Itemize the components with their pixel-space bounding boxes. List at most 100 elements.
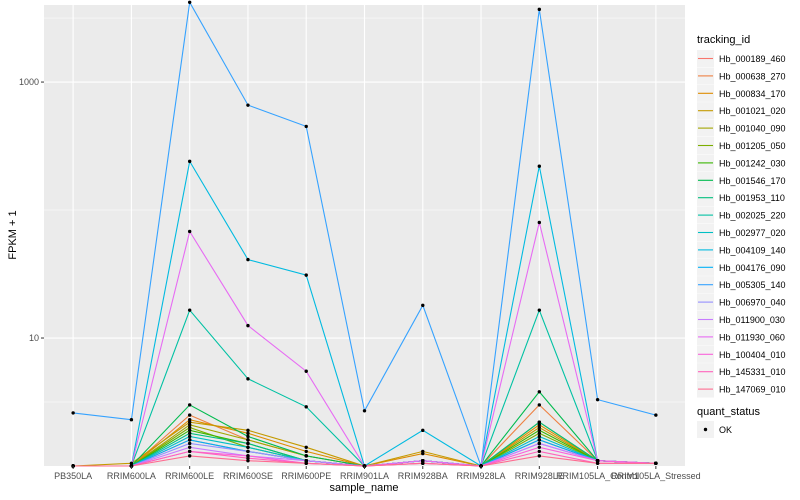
legend2-label: OK <box>719 425 732 435</box>
legend-label: Hb_001021_020 <box>719 106 786 116</box>
data-point <box>304 459 308 463</box>
data-point <box>187 454 192 458</box>
data-point <box>246 456 250 460</box>
legend-label: Hb_001242_030 <box>719 158 786 168</box>
legend-label: Hb_004176_090 <box>719 263 786 273</box>
data-point <box>537 434 542 439</box>
data-point <box>304 273 308 277</box>
data-point <box>421 303 425 308</box>
data-point <box>654 461 658 465</box>
data-point <box>595 461 600 465</box>
data-point <box>537 390 542 394</box>
data-point <box>304 369 308 373</box>
data-point <box>187 449 192 454</box>
data-point <box>537 454 542 458</box>
legend-label: Hb_001040_090 <box>719 124 786 134</box>
data-point <box>246 449 250 454</box>
data-point <box>246 103 250 107</box>
data-point <box>246 454 250 458</box>
data-point <box>537 438 542 442</box>
x-tick-label: RRIM105LA_Stressed <box>611 471 701 481</box>
data-point <box>187 441 192 446</box>
data-point <box>537 445 542 449</box>
data-point <box>71 411 75 415</box>
legend-label: Hb_011900_030 <box>719 315 785 325</box>
data-point <box>595 459 600 463</box>
data-point <box>246 438 250 442</box>
data-point <box>421 459 425 463</box>
y-tick-label: 10 <box>29 333 39 343</box>
data-point <box>304 445 308 449</box>
data-point <box>304 454 308 458</box>
grid-lines <box>44 5 685 466</box>
data-point <box>187 423 192 427</box>
y-tick-label: 1000 <box>19 77 39 87</box>
data-point <box>246 441 250 446</box>
data-point <box>537 308 542 312</box>
data-point <box>187 159 192 164</box>
legend-label: Hb_005305_140 <box>719 280 786 290</box>
y-axis-title: FPKM + 1 <box>7 210 19 259</box>
x-tick-label: RRIM928BA <box>398 471 448 481</box>
data-point <box>654 413 658 417</box>
data-point <box>187 418 192 422</box>
legend-label: Hb_002977_020 <box>719 228 786 238</box>
data-point <box>246 257 250 262</box>
data-point <box>595 397 600 402</box>
data-point <box>246 459 250 463</box>
data-point <box>537 441 542 446</box>
x-tick-label: RRIM600SE <box>223 471 273 481</box>
x-axis-title: sample_name <box>329 482 398 494</box>
legend-label: Hb_001953_110 <box>719 193 785 203</box>
legend-label: Hb_100404_010 <box>719 350 786 360</box>
data-point <box>537 423 542 427</box>
legend-label: Hb_147069_010 <box>719 385 786 395</box>
x-tick-label: PB350LA <box>54 471 92 481</box>
data-point <box>246 323 250 328</box>
x-tick-label: RRIM928LE <box>515 471 564 481</box>
data-point <box>129 418 134 422</box>
data-point <box>246 445 250 449</box>
legend-quant-status: quant_status OK <box>697 406 760 438</box>
data-point <box>187 438 192 442</box>
data-point <box>187 0 192 4</box>
data-point <box>537 220 542 225</box>
legend-label: Hb_145331_010 <box>719 367 786 377</box>
data-point <box>246 428 250 433</box>
legend2-key-point <box>703 427 708 432</box>
legend-label: Hb_000189_460 <box>719 54 786 64</box>
data-point <box>246 431 250 436</box>
x-tick-label: RRIM901LA <box>340 471 389 481</box>
x-axis: PB350LA RRIM600LA RRIM600LE RRIM600SE RRIM60… <box>54 466 701 481</box>
data-point <box>304 461 308 465</box>
legend-label: Hb_000638_270 <box>719 71 786 81</box>
x-tick-label: RRIM600PE <box>281 471 331 481</box>
data-point <box>187 413 192 417</box>
y-axis: 10 1000 <box>19 77 44 343</box>
data-point <box>537 425 542 430</box>
data-point <box>246 434 250 439</box>
data-point <box>304 124 308 129</box>
data-point <box>537 428 542 433</box>
data-point <box>187 403 192 407</box>
data-point <box>187 420 192 424</box>
legend-label: Hb_000834_170 <box>719 89 786 99</box>
data-point <box>304 405 308 409</box>
data-point <box>537 7 542 12</box>
x-tick-label: RRIM928LA <box>457 471 506 481</box>
legend-tracking-id: tracking_id Hb_000189_460 Hb_000638_270 Hb… <box>697 34 786 398</box>
data-point <box>537 420 542 424</box>
legend-label: Hb_002025_220 <box>719 211 786 221</box>
data-point <box>537 449 542 454</box>
legend-label: Hb_004109_140 <box>719 245 786 255</box>
data-point <box>362 409 367 413</box>
x-tick-label: RRIM600LA <box>107 471 156 481</box>
legend2-title: quant_status <box>697 406 760 418</box>
data-point <box>421 428 425 433</box>
data-point <box>187 428 192 433</box>
data-point <box>187 434 192 439</box>
legend-label: Hb_001205_050 <box>719 141 786 151</box>
data-point <box>187 425 192 430</box>
legend-label: Hb_001546_170 <box>719 176 786 186</box>
